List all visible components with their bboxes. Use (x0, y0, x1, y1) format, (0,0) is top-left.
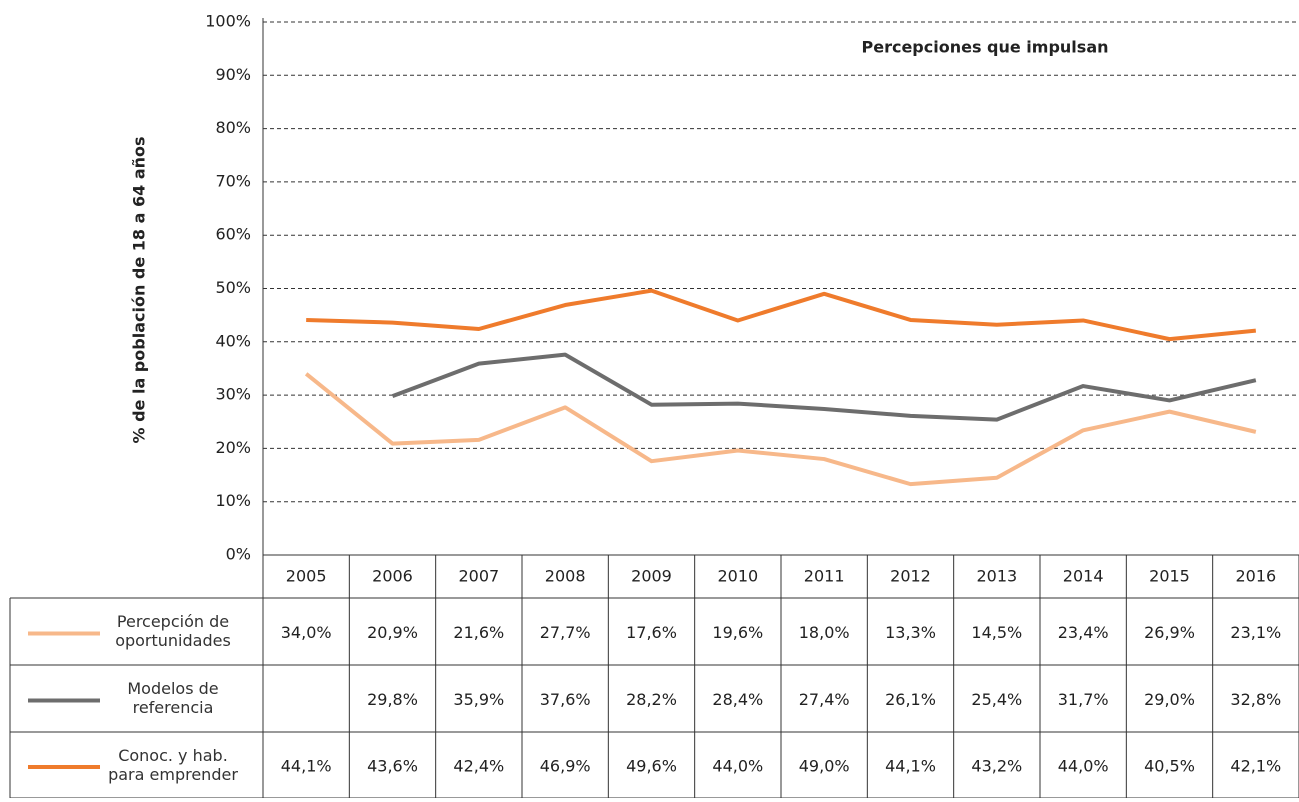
table-value: 44,0% (1058, 757, 1109, 776)
table-value: 23,4% (1058, 623, 1109, 642)
legend-label-box: Modelos de referencia (127, 679, 219, 717)
table-value: 35,9% (453, 690, 504, 709)
table-value: 37,6% (540, 690, 591, 709)
legend-label-box: Percepción de oportunidades (115, 612, 231, 650)
table-value: 27,4% (799, 690, 850, 709)
legend-label-box: Conoc. y hab. para emprender (108, 746, 238, 784)
series-line (306, 288, 1257, 342)
series-line (304, 372, 1257, 487)
y-axis-label: % de la población de 18 a 64 años (130, 136, 149, 443)
table-value: 26,1% (885, 690, 936, 709)
table-value: 42,1% (1230, 757, 1281, 776)
table-value: 14,5% (971, 623, 1022, 642)
y-tick-label: 100% (205, 12, 251, 31)
y-tick-label: 50% (215, 278, 251, 297)
table-value: 13,3% (885, 623, 936, 642)
x-tick-label: 2013 (976, 567, 1017, 586)
table-value: 28,2% (626, 690, 677, 709)
table-value: 49,0% (799, 757, 850, 776)
table-value: 44,1% (885, 757, 936, 776)
y-tick-label: 60% (215, 225, 251, 244)
x-tick-label: 2012 (890, 567, 931, 586)
table-value: 23,1% (1230, 623, 1281, 642)
table-value: 28,4% (712, 690, 763, 709)
table-value: 34,0% (281, 623, 332, 642)
table-value: 29,0% (1144, 690, 1195, 709)
table-value: 27,7% (540, 623, 591, 642)
table-value: 20,9% (367, 623, 418, 642)
series-line (391, 352, 1257, 422)
x-tick-label: 2008 (545, 567, 586, 586)
table-value: 42,4% (453, 757, 504, 776)
y-tick-label: 70% (215, 171, 251, 190)
table-value: 46,9% (540, 757, 591, 776)
table-value: 29,8% (367, 690, 418, 709)
table-value: 26,9% (1144, 623, 1195, 642)
legend-label: Modelos de referencia (127, 679, 219, 717)
table-value: 17,6% (626, 623, 677, 642)
table-value: 18,0% (799, 623, 850, 642)
legend-label: Percepción de oportunidades (115, 612, 231, 650)
chart-title: Percepciones que impulsan (861, 38, 1108, 57)
x-tick-label: 2007 (458, 567, 499, 586)
table-value: 43,2% (971, 757, 1022, 776)
y-tick-label: 10% (215, 491, 251, 510)
table-value: 44,0% (712, 757, 763, 776)
x-tick-label: 2011 (804, 567, 845, 586)
table-value: 25,4% (971, 690, 1022, 709)
x-tick-label: 2010 (717, 567, 758, 586)
y-tick-label: 90% (215, 65, 251, 84)
table-value: 49,6% (626, 757, 677, 776)
x-tick-label: 2006 (372, 567, 413, 586)
x-tick-label: 2014 (1063, 567, 1104, 586)
x-tick-label: 2016 (1235, 567, 1276, 586)
y-tick-label: 20% (215, 438, 251, 457)
table-value: 40,5% (1144, 757, 1195, 776)
table-value: 43,6% (367, 757, 418, 776)
table-value: 44,1% (281, 757, 332, 776)
x-tick-label: 2009 (631, 567, 672, 586)
x-tick-label: 2015 (1149, 567, 1190, 586)
x-tick-label: 2005 (286, 567, 327, 586)
y-tick-label: 40% (215, 331, 251, 350)
table-value: 31,7% (1058, 690, 1109, 709)
table-value: 19,6% (712, 623, 763, 642)
y-tick-label: 0% (226, 545, 251, 564)
y-tick-label: 80% (215, 118, 251, 137)
legend-label: Conoc. y hab. para emprender (108, 746, 238, 784)
y-tick-label: 30% (215, 385, 251, 404)
table-value: 21,6% (453, 623, 504, 642)
table-value: 32,8% (1230, 690, 1281, 709)
